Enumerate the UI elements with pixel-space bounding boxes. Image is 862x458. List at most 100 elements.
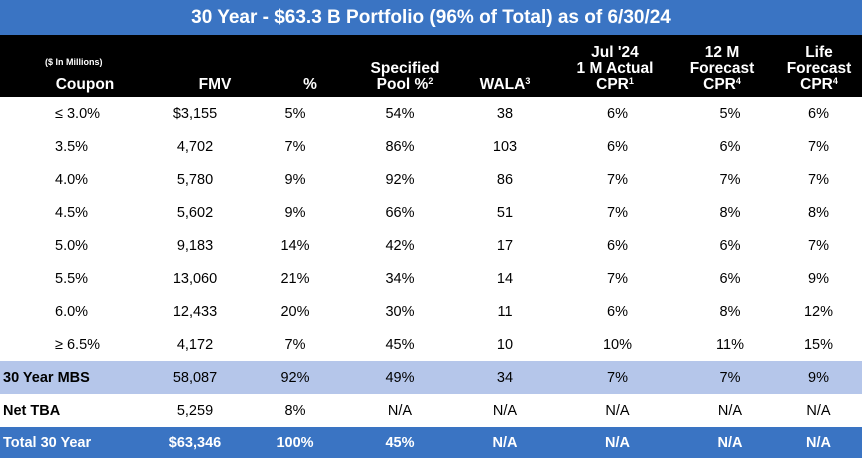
- footnote-2: 2: [428, 76, 434, 86]
- cell-m12: 11%: [716, 336, 744, 353]
- header-12m-line3: CPR: [703, 76, 736, 93]
- table-row: ≤ 3.0% $3,155 5% 54% 38 6% 5% 6%: [0, 97, 862, 130]
- units-label: ($ In Millions): [45, 57, 103, 67]
- table-row: 5.5% 13,060 21% 34% 14 7% 6% 9%: [0, 262, 862, 295]
- cell-m12: 7%: [685, 361, 775, 394]
- cell-jul: N/A: [550, 427, 685, 458]
- cell-life: N/A: [775, 427, 862, 458]
- cell-coupon: 30 Year MBS: [0, 361, 140, 394]
- cell-pct: 7%: [284, 138, 306, 155]
- cell-pct: 20%: [280, 303, 310, 320]
- cell-life: 7%: [808, 237, 829, 254]
- header-jul-line3: CPR: [596, 76, 629, 93]
- cell-fmv: $3,155: [172, 105, 218, 122]
- cell-fmv: 5,780: [176, 171, 214, 188]
- cell-spec: 42%: [385, 237, 415, 254]
- cell-life: 9%: [775, 361, 862, 394]
- cell-jul: N/A: [605, 402, 630, 419]
- header-wala: WALA3: [460, 77, 550, 93]
- header-wala-label: WALA: [479, 76, 526, 93]
- cell-pct: 7%: [284, 336, 306, 353]
- cell-jul: 6%: [607, 138, 628, 155]
- footnote-4: 4: [735, 76, 741, 86]
- cell-life: 9%: [808, 270, 829, 287]
- cell-coupon: 4.5%: [55, 204, 89, 221]
- cell-life: 7%: [808, 171, 829, 188]
- cell-spec: 45%: [340, 427, 460, 458]
- table-header: ($ In Millions) Coupon FMV % Specified P…: [0, 35, 862, 97]
- cell-wala: 51: [496, 204, 514, 221]
- cell-pct: 92%: [250, 361, 340, 394]
- cell-coupon: 4.0%: [55, 171, 89, 188]
- cell-fmv: 5,259: [176, 402, 214, 419]
- cell-jul: 6%: [607, 237, 628, 254]
- cell-pct: 100%: [250, 427, 340, 458]
- cell-m12: 8%: [719, 204, 741, 221]
- cell-fmv: 12,433: [172, 303, 218, 320]
- cell-coupon: 5.0%: [55, 237, 89, 254]
- cell-pct: 9%: [284, 171, 306, 188]
- header-life-line3-wrap: CPR4: [776, 77, 862, 93]
- table-row: ≥ 6.5% 4,172 7% 45% 10 10% 11% 15%: [0, 328, 862, 361]
- cell-pct: 5%: [284, 105, 306, 122]
- table-row: 4.0% 5,780 9% 92% 86 7% 7% 7%: [0, 163, 862, 196]
- cell-m12: 5%: [719, 105, 741, 122]
- cell-m12: 7%: [719, 171, 741, 188]
- header-spec-line2: Pool %: [376, 76, 429, 93]
- header-pct: %: [303, 76, 317, 93]
- cell-m12: N/A: [685, 427, 775, 458]
- cell-life: 7%: [808, 138, 829, 155]
- cell-pct: 9%: [284, 204, 306, 221]
- cell-coupon: Net TBA: [3, 402, 61, 419]
- portfolio-table: ≤ 3.0% $3,155 5% 54% 38 6% 5% 6% 3.5% 4,702 7% 86% 1…: [0, 97, 862, 458]
- header-life-line1: Life: [805, 44, 833, 61]
- cell-m12: 8%: [719, 303, 741, 320]
- header-fmv: FMV: [198, 76, 232, 93]
- cell-jul: 10%: [602, 336, 633, 353]
- cell-spec: 66%: [385, 204, 415, 221]
- footnote-3: 3: [525, 76, 531, 86]
- cell-pct: 21%: [280, 270, 310, 287]
- table-row: 6.0% 12,433 20% 30% 11 6% 8% 12%: [0, 295, 862, 328]
- header-life-line2: Forecast: [786, 60, 852, 77]
- cell-pct: 8%: [284, 402, 306, 419]
- cell-pct: 14%: [280, 237, 310, 254]
- table-row: 4.5% 5,602 9% 66% 51 7% 8% 8%: [0, 196, 862, 229]
- cell-fmv: 4,702: [176, 138, 214, 155]
- cell-spec: 45%: [385, 336, 415, 353]
- cell-spec: 86%: [385, 138, 415, 155]
- cell-jul: 6%: [607, 303, 628, 320]
- cell-spec: N/A: [387, 402, 413, 419]
- cell-wala: 14: [496, 270, 514, 287]
- footnote-4b: 4: [832, 76, 838, 86]
- cell-spec: 92%: [385, 171, 415, 188]
- cell-coupon: ≤ 3.0%: [55, 105, 101, 122]
- cell-wala: 86: [496, 171, 514, 188]
- table-body: ≤ 3.0% $3,155 5% 54% 38 6% 5% 6% 3.5% 4,702 7% 86% 1…: [0, 97, 862, 458]
- subtotal-row-30yr-mbs: 30 Year MBS 58,087 92% 49% 34 7% 7% 9%: [0, 361, 862, 394]
- cell-jul: 7%: [607, 270, 628, 287]
- header-life-cpr: Life Forecast CPR4: [776, 45, 862, 93]
- cell-fmv: 13,060: [172, 270, 218, 287]
- cell-life: N/A: [806, 402, 831, 419]
- table-row: 5.0% 9,183 14% 42% 17 6% 6% 7%: [0, 229, 862, 262]
- cell-jul: 7%: [550, 361, 685, 394]
- cell-wala: N/A: [492, 402, 518, 419]
- header-life-line3: CPR: [800, 76, 833, 93]
- cell-m12: 6%: [719, 237, 741, 254]
- header-jul-cpr: Jul '24 1 M Actual CPR1: [560, 45, 670, 93]
- cell-life: 15%: [803, 336, 834, 353]
- cell-fmv: 9,183: [176, 237, 214, 254]
- cell-spec: 49%: [340, 361, 460, 394]
- header-jul-line2: 1 M Actual: [576, 60, 654, 77]
- header-12m-cpr: 12 M Forecast CPR4: [672, 45, 772, 93]
- cell-m12: N/A: [717, 402, 743, 419]
- cell-coupon: 5.5%: [55, 270, 89, 287]
- cell-wala: 34: [460, 361, 550, 394]
- cell-life: 8%: [808, 204, 829, 221]
- table-title: 30 Year - $63.3 B Portfolio (96% of Tota…: [0, 0, 862, 35]
- cell-wala: 11: [497, 303, 513, 320]
- cell-wala: N/A: [460, 427, 550, 458]
- cell-coupon: ≥ 6.5%: [55, 336, 101, 353]
- cell-wala: 38: [496, 105, 514, 122]
